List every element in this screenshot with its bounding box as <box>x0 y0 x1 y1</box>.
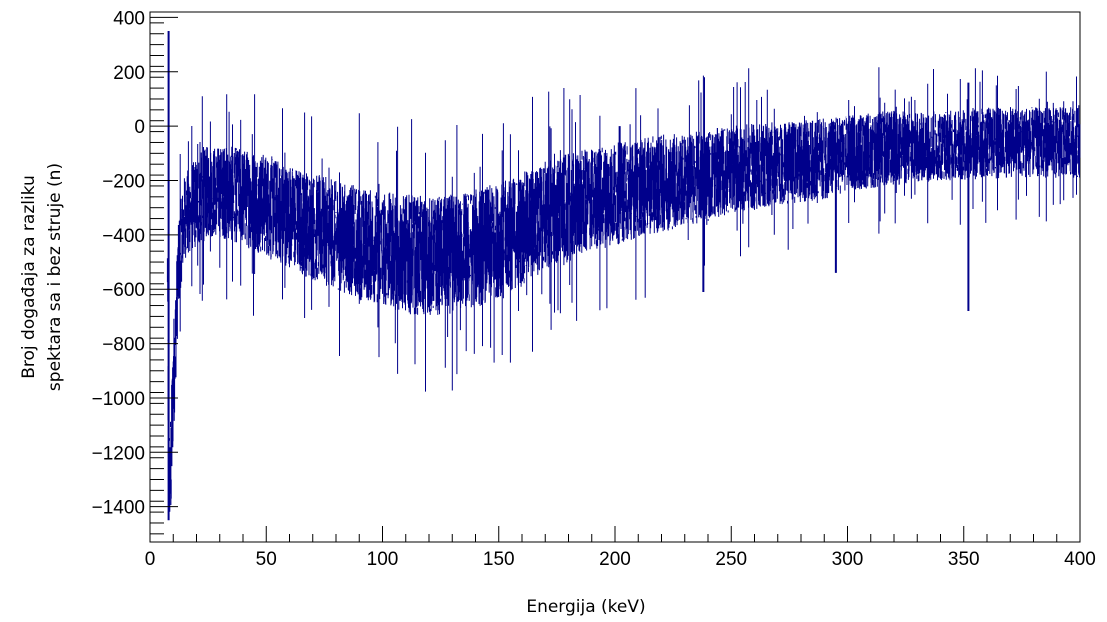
x-tick-label: 400 <box>1064 549 1096 570</box>
x-tick-label: 200 <box>599 549 631 570</box>
y-tick-label: −1200 <box>92 443 145 464</box>
y-axis-title-line-1: Broj događaja za razliku <box>19 175 39 379</box>
y-tick-label: −600 <box>102 280 145 301</box>
y-tick-label: 400 <box>113 8 145 29</box>
x-tick-label: 0 <box>145 549 156 570</box>
x-axis-title: Energija (keV) <box>526 597 645 617</box>
y-tick-label: −800 <box>102 335 145 356</box>
x-tick-label: 250 <box>715 549 747 570</box>
axes-layer <box>149 16 1081 542</box>
y-tick-label: −1400 <box>92 498 145 519</box>
y-tick-label: −1000 <box>92 389 145 410</box>
x-tick-label: 100 <box>367 549 399 570</box>
x-tick-label: 150 <box>483 549 515 570</box>
y-tick-label: −200 <box>102 172 145 193</box>
y-axis-title-line-2: spektara sa i bez struje (n) <box>45 163 65 391</box>
plot-frame <box>149 11 1081 543</box>
x-tick-label: 350 <box>948 549 980 570</box>
tick-label-layer: −1400 −1200 −1000 −800 −600 −400 −200 0 200 400 0 5… <box>92 8 1096 570</box>
y-tick-label: 200 <box>113 63 145 84</box>
series-layer <box>166 31 1081 521</box>
x-tick-label: 300 <box>832 549 864 570</box>
x-tick-label: 50 <box>256 549 277 570</box>
series-0-band <box>166 67 1081 512</box>
y-tick-label: 0 <box>134 117 145 138</box>
y-tick-label: −400 <box>102 226 145 247</box>
